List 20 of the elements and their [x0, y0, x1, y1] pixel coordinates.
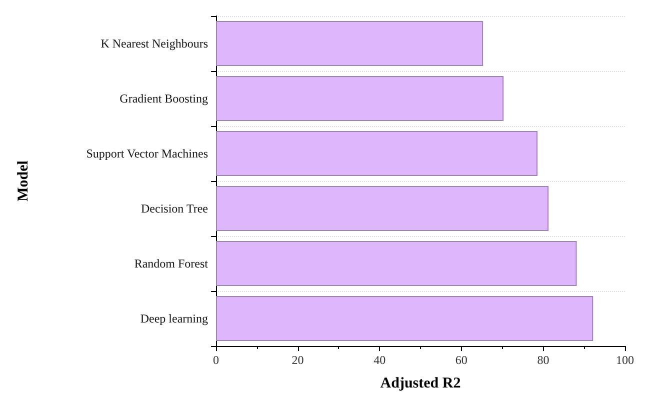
x-tick-label: 80	[537, 353, 550, 367]
y-axis-title: Model	[16, 160, 32, 202]
x-tick-label: 40	[374, 353, 386, 367]
bar	[216, 20, 484, 66]
y-tick-label: Random Forest	[134, 256, 209, 270]
y-tick-label: Gradient Boosting	[120, 92, 208, 106]
x-tick-label: 60	[455, 353, 468, 367]
bar	[216, 130, 538, 176]
x-tick-label: 0	[213, 353, 219, 367]
x-tick-label: 20	[292, 353, 304, 367]
bar	[216, 296, 594, 342]
y-tick-label: K Nearest Neighbours	[100, 36, 208, 50]
x-tick-label: 100	[616, 353, 634, 367]
x-axis-title: Adjusted R2	[380, 376, 461, 392]
bar	[216, 186, 549, 232]
y-tick-label: Deep learning	[140, 312, 208, 326]
bar	[216, 240, 577, 286]
y-tick-label: Support Vector Machines	[86, 146, 208, 160]
y-tick-label: Decision Tree	[141, 202, 208, 216]
bar	[216, 76, 504, 122]
